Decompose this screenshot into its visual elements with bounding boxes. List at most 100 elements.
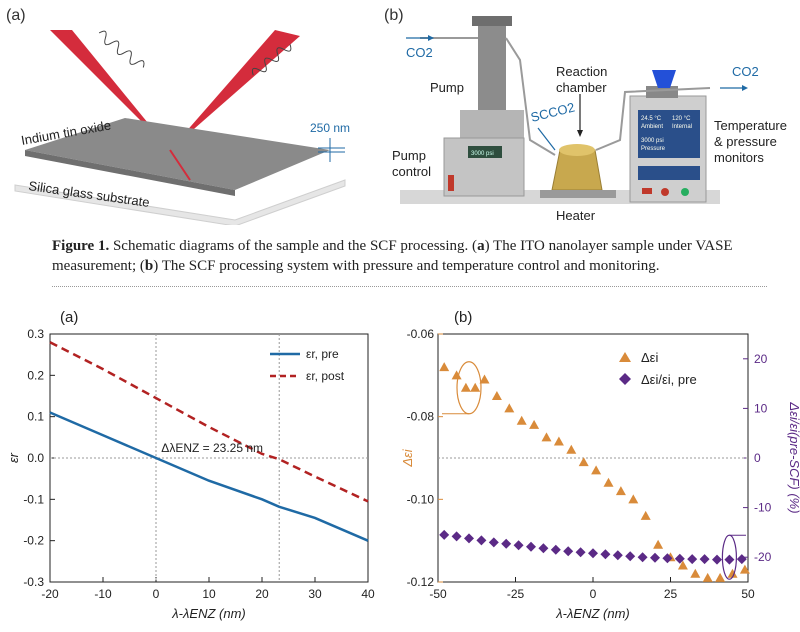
y-tick-label: -0.1 xyxy=(23,492,44,506)
y-tick-label: 0.2 xyxy=(27,368,44,382)
incident-beam xyxy=(50,30,170,150)
y-right-tick-label: -10 xyxy=(754,501,772,515)
legend-label-1: εr, pre xyxy=(306,347,339,361)
legend-diamond xyxy=(619,373,631,385)
monitor-3-value: 3000 psi xyxy=(641,138,664,144)
triangle-point xyxy=(439,362,450,372)
substrate-label: Silica glass substrate xyxy=(28,178,151,210)
triangle-point xyxy=(529,419,540,429)
x-tick-label: -50 xyxy=(429,587,447,601)
scco2-label: SCCO2 xyxy=(529,100,576,125)
triangle-point xyxy=(451,370,462,380)
chart-a: (a) -20 -10 0 10 20 30 40 -0.3 -0.2 -0.1 0.0 0.1 0.2 0… xyxy=(6,309,375,621)
diamond-point xyxy=(588,548,598,559)
y-axis-label: εr xyxy=(6,452,21,463)
y-tick-label: -0.3 xyxy=(23,575,44,589)
diamond-point xyxy=(674,553,685,564)
incident-wave xyxy=(98,30,145,68)
x-tick-label: 50 xyxy=(741,587,755,601)
diamond-point xyxy=(464,533,474,544)
y-left-tick-label: -0.08 xyxy=(407,410,435,424)
y-left-tick-label: -0.06 xyxy=(407,327,435,341)
y-right-tick-label: 10 xyxy=(754,401,768,415)
diamond-point xyxy=(637,552,648,563)
series-line-2 xyxy=(49,341,369,503)
diamond-point xyxy=(501,538,512,549)
y-tick-label: 0.0 xyxy=(27,451,44,465)
triangle-point xyxy=(628,494,639,504)
legend-label-2: Δεi/εi, pre xyxy=(641,372,697,387)
legend-label-1: Δεi xyxy=(641,350,658,365)
pump-label: Pump xyxy=(430,80,464,95)
co2-in-label: CO2 xyxy=(406,45,433,60)
diamond-point xyxy=(699,554,710,565)
diamond-point xyxy=(575,547,586,558)
ito-edge xyxy=(25,150,235,196)
y-right-tick-label: 20 xyxy=(754,352,768,366)
y-left-tick-label: -0.12 xyxy=(407,575,435,589)
triangle-point xyxy=(470,382,481,392)
caption-b: b xyxy=(144,258,154,274)
reflected-wave xyxy=(251,44,292,76)
triangle-point xyxy=(541,432,552,442)
triangle-point xyxy=(702,572,713,582)
x-tick-label: -20 xyxy=(41,587,59,601)
plot-frame xyxy=(437,333,749,583)
pump-control-label-2: control xyxy=(392,164,431,179)
diamond-point xyxy=(476,535,487,546)
triangle-point xyxy=(739,564,750,574)
y-tick-label: 0.1 xyxy=(27,410,44,424)
diamond-point xyxy=(550,544,561,555)
triangle-point xyxy=(566,444,577,454)
monitor-2-label: Internal xyxy=(672,124,692,130)
diamond-point xyxy=(612,550,623,561)
figure1-panel-a: (a) Indium tin oxide Silica glass substr… xyxy=(6,7,350,225)
caption-a: a xyxy=(477,238,485,254)
x-tick-label: 0 xyxy=(590,587,597,601)
transmitted-beam xyxy=(169,149,191,181)
diamond-point xyxy=(439,529,450,540)
y-tick-label: 0.3 xyxy=(27,327,44,341)
pump-display xyxy=(468,146,502,158)
triangle-point xyxy=(578,457,589,467)
triangle-point xyxy=(615,486,626,496)
x-tick-label: -10 xyxy=(94,587,112,601)
monitor-2-value: 120 °C xyxy=(672,116,691,122)
y-left-tick-label: -0.10 xyxy=(407,492,435,506)
triangle-point xyxy=(491,391,502,400)
reaction-label-1: Reaction xyxy=(556,64,607,79)
x-tick-label: 10 xyxy=(202,587,216,601)
reaction-label-2: chamber xyxy=(556,80,607,95)
caption-text-2: ) The ITO nanolayer sample under VASE me… xyxy=(52,238,733,274)
x-tick-label: -25 xyxy=(507,587,525,601)
monitor-panel xyxy=(638,110,700,158)
chart-a-panel-label: (a) xyxy=(60,309,78,326)
heater-label: Heater xyxy=(556,208,596,223)
diamond-point xyxy=(662,553,673,564)
monitor-1-value: 24.5 °C xyxy=(641,116,662,122)
monitor-1-label: Ambient xyxy=(641,124,663,130)
scco2-arrow xyxy=(537,127,556,151)
triangle-point xyxy=(479,374,490,384)
diamond-point xyxy=(538,543,549,554)
y-right-axis-label: Δεi/εi(pre-SCF) (%) xyxy=(787,401,800,513)
x-axis-label: λ-λENZ (nm) xyxy=(555,606,629,621)
heater xyxy=(540,190,616,198)
caption-text-1: Schematic diagrams of the sample and the… xyxy=(112,238,478,254)
x-tick-label: 25 xyxy=(664,587,678,601)
figure1-panel-b: (b) 3000 psi 24.5 °C Ambient 120 °C Inte… xyxy=(384,7,787,223)
enz-annotation: ΔλENZ = 23.25 nm xyxy=(161,441,263,455)
triangle-point xyxy=(553,436,564,446)
y-left-axis-label: Δεi xyxy=(400,448,415,467)
diamond-point xyxy=(736,554,747,565)
monitor-3-label: Pressure xyxy=(641,146,666,152)
panel-a-label: (a) xyxy=(6,7,26,24)
temp-label-2: & pressure xyxy=(714,134,777,149)
triangle-point xyxy=(504,403,515,413)
triangle-point xyxy=(640,510,651,520)
diamond-point xyxy=(526,541,536,552)
divider xyxy=(52,286,767,287)
x-tick-label: 0 xyxy=(153,587,160,601)
diamond-point xyxy=(687,554,698,565)
panel-b-label: (b) xyxy=(384,7,404,24)
